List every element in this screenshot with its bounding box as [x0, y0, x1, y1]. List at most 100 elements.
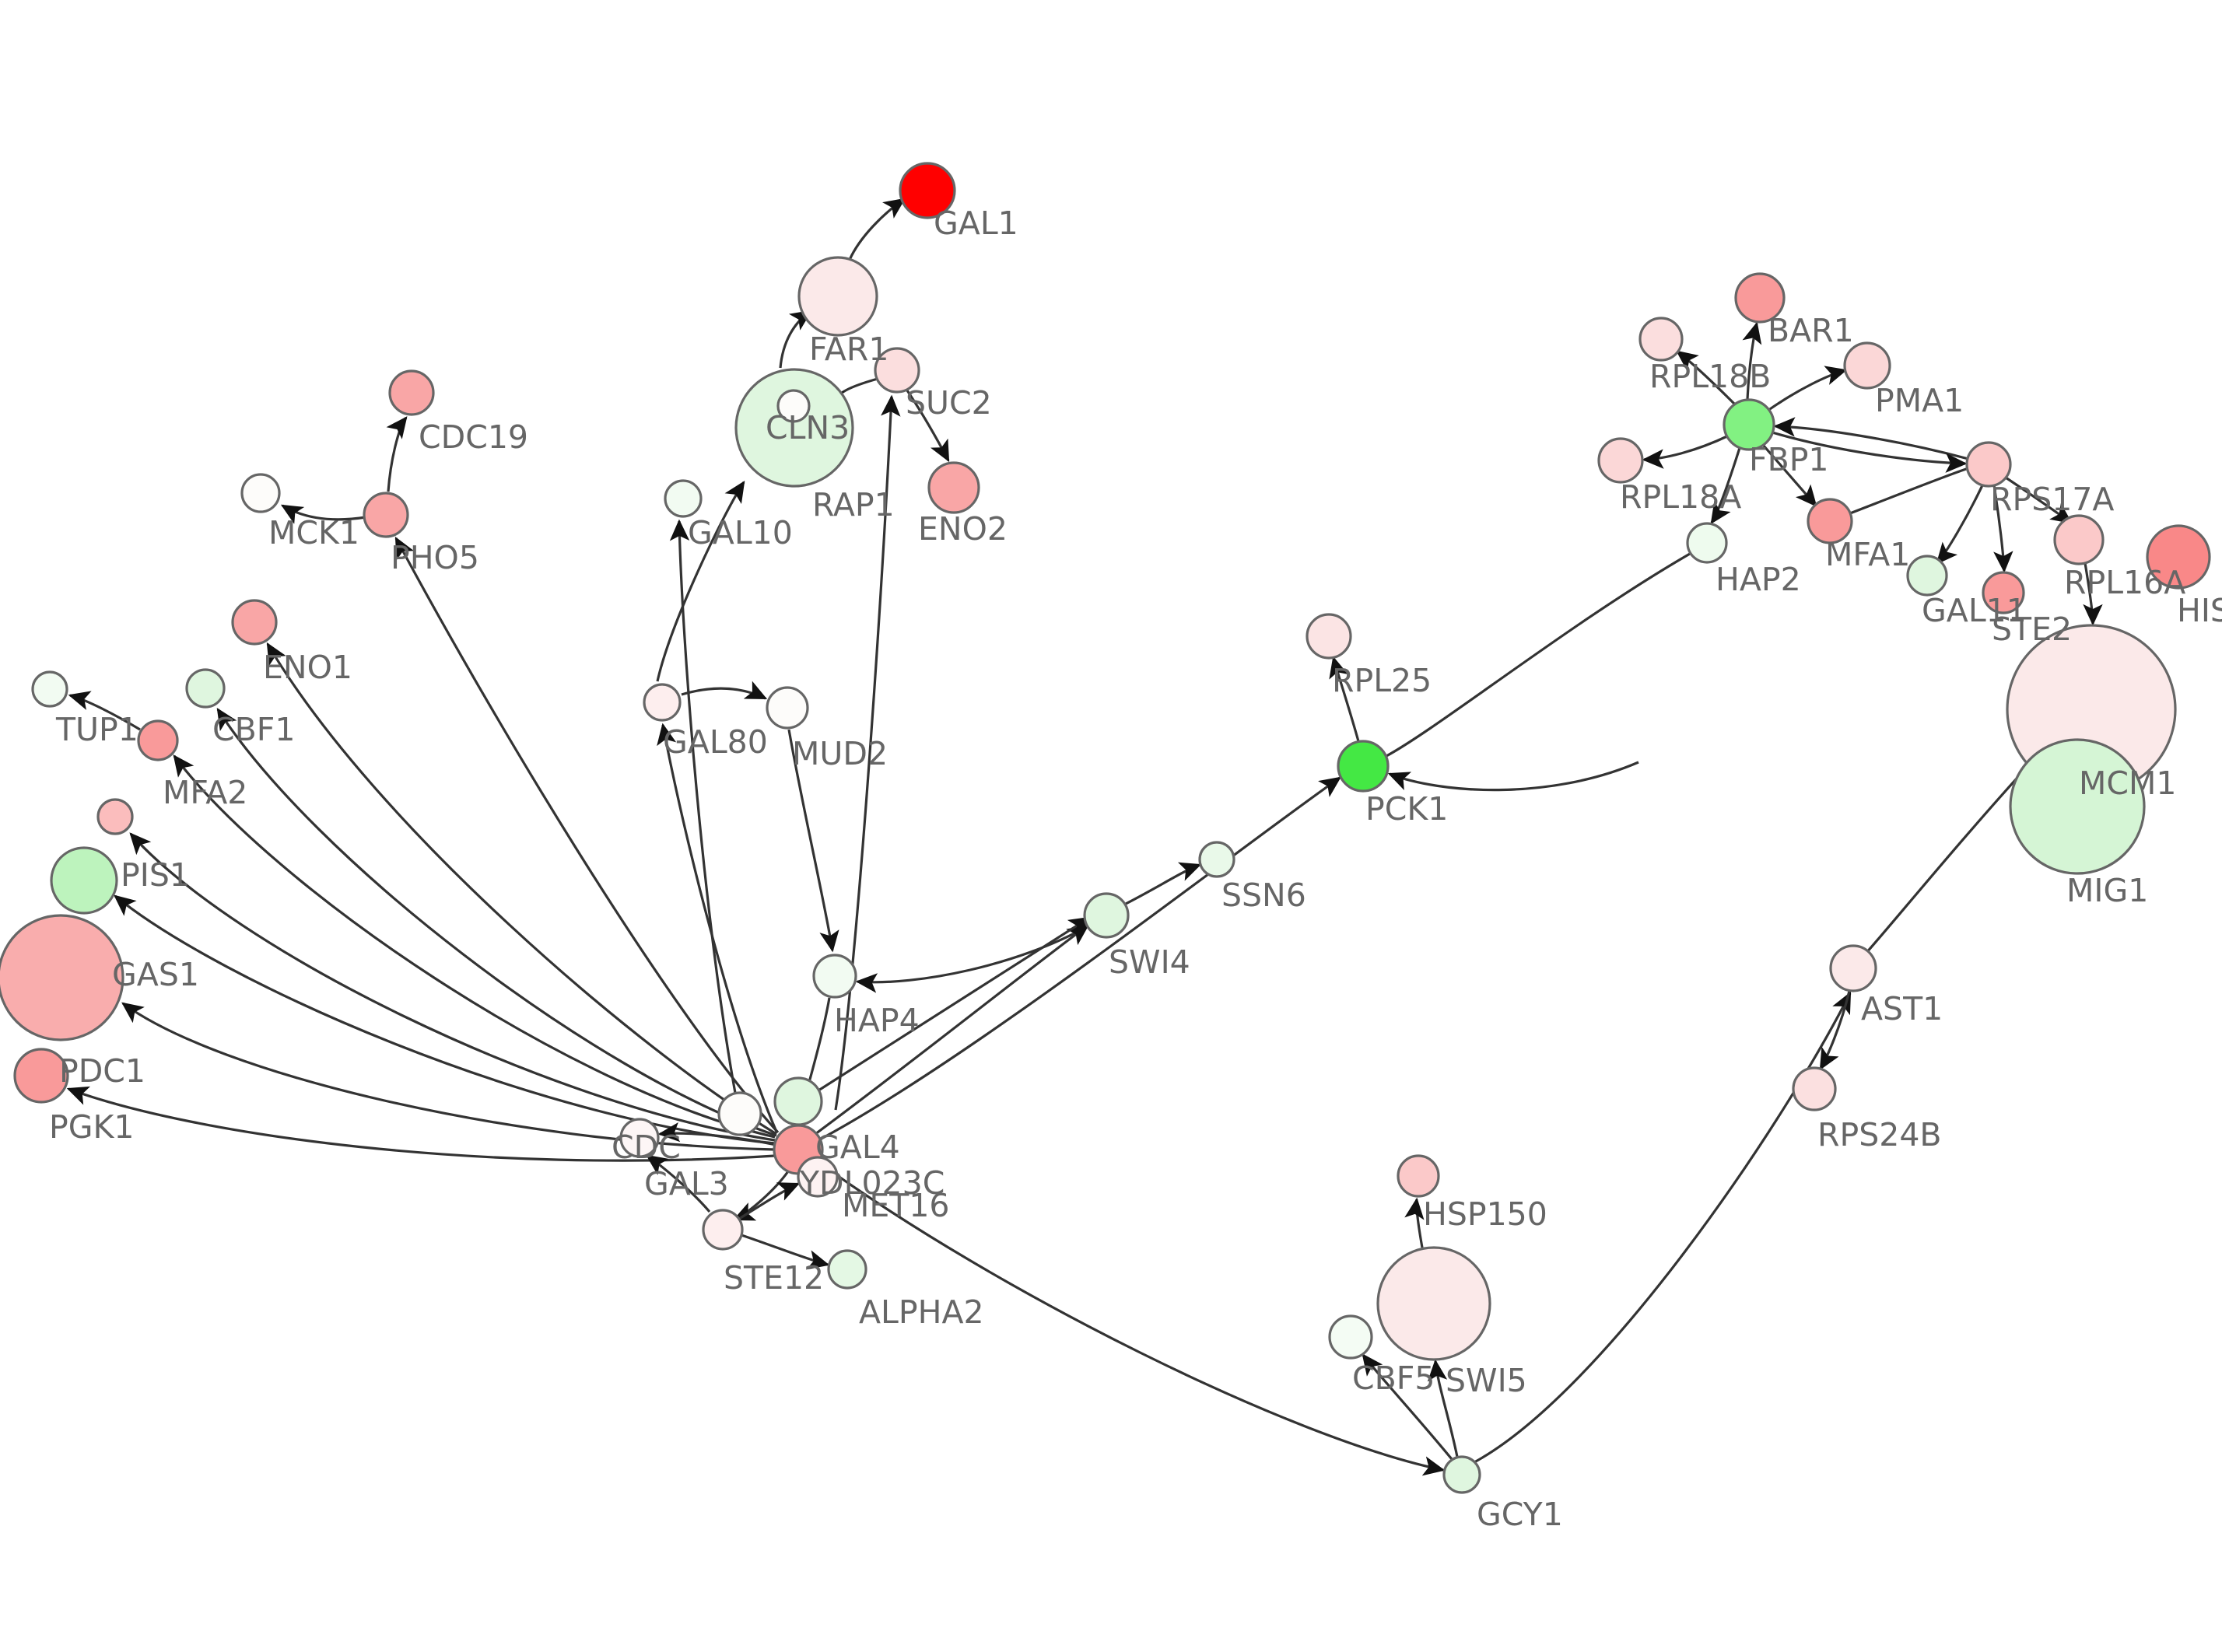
edge-gal4-to-eno1 [266, 642, 777, 1136]
node-rpl16a[interactable] [2053, 514, 2105, 565]
node-rps24b[interactable] [1792, 1066, 1837, 1111]
node-mig1[interactable] [2009, 738, 2146, 875]
node-label-ydl023c: YDL023C [799, 1164, 945, 1202]
edge-layer [66, 198, 2103, 1476]
node-label-suc2: SUC2 [906, 384, 992, 422]
node-mud2[interactable] [766, 686, 809, 730]
edge-rps17a-to-gal11 [1936, 485, 1984, 565]
node-label-cbf5: CBF5 [1352, 1360, 1435, 1397]
label-layer: GAL1 FAR1 SUC2 ENO2 CLN3 RAP1 GAL10 CDC19 MCK1 PH… [49, 205, 2222, 1533]
node-swi4[interactable] [1083, 892, 1130, 939]
edge-ste12-to-alpha2 [741, 1234, 830, 1270]
node-pgk1[interactable] [13, 1048, 69, 1104]
node-label-pis1: PIS1 [121, 856, 190, 894]
node-label-mfa2: MFA2 [163, 774, 247, 811]
edge-fbp1-to-rpl18a [1642, 434, 1730, 469]
node-ast1[interactable] [1829, 944, 1877, 992]
node-hap2[interactable] [1686, 522, 1728, 564]
node-rpl25[interactable] [1306, 613, 1352, 660]
edge-fbp1-to-rpl18b [1676, 350, 1737, 406]
node-label-gcy1: GCY1 [1477, 1496, 1563, 1533]
node-label-rpl18a: RPL18A [1620, 478, 1741, 516]
node-cdc39[interactable] [717, 1091, 762, 1136]
node-pis1[interactable] [96, 798, 134, 835]
edge-gcy1-to-ast1 [1474, 991, 1852, 1464]
node-rps17a[interactable] [1965, 441, 2012, 488]
edge-suc2-to-eno2 [906, 390, 950, 463]
node-suc2[interactable] [874, 347, 920, 394]
node-cln3[interactable] [734, 368, 854, 488]
node-eno2[interactable] [927, 461, 980, 514]
node-rpl18b[interactable] [1638, 317, 1684, 362]
edge-fbp1-to-pma1 [1767, 366, 1848, 412]
node-label-gal1: GAL1 [934, 205, 1018, 242]
edge-gal80-to-mud2 [681, 681, 768, 700]
node-tup1[interactable] [31, 670, 68, 708]
edge-swi4-to-ssn6 [1125, 862, 1202, 905]
node-gal11[interactable] [1906, 555, 1948, 597]
edge-ste12-to-gal3 [646, 1154, 711, 1213]
node-bar1[interactable] [1734, 272, 1786, 324]
edge-gal80-to-cln3 [656, 480, 745, 682]
edge-gal4-to-gal80 [657, 723, 778, 1132]
edge-gal4-to-pck1 [818, 776, 1341, 1142]
node-hap4[interactable] [812, 954, 857, 999]
node-ste12[interactable] [702, 1209, 744, 1251]
node-gcy1[interactable] [1442, 1455, 1481, 1494]
edge-gal4-to-gal3 [657, 1122, 777, 1146]
node-eno1[interactable] [231, 599, 278, 646]
edge-mcm1-to-pck1 [1387, 761, 1639, 792]
node-mfa2[interactable] [137, 719, 179, 761]
edge-pho5-to-cdc19 [386, 416, 408, 492]
node-his4[interactable] [2146, 524, 2211, 590]
node-cbf5[interactable] [1328, 1314, 1373, 1360]
node-label-mig1: MIG1 [2066, 872, 2148, 909]
node-hsp150[interactable] [1397, 1154, 1440, 1198]
node-gal1[interactable] [899, 162, 956, 219]
edge-swi4-to-hap4 [855, 926, 1087, 993]
node-label-hsp150: HSP150 [1423, 1195, 1547, 1233]
node-label-cdc19: CDC19 [419, 418, 528, 456]
node-pma1[interactable] [1843, 341, 1891, 390]
node-label-pdc1: PDC1 [59, 1052, 145, 1090]
node-ydl023c[interactable] [797, 1156, 839, 1198]
edge-fbp1-to-rps17a [1772, 431, 1968, 473]
node-fbp1[interactable] [1723, 398, 1775, 451]
node-rap1[interactable] [776, 389, 811, 423]
node-mck1[interactable] [240, 473, 281, 513]
node-label-rpl16a: RPL16A [2064, 564, 2185, 601]
node-label-gal11: GAL11 [1922, 592, 2027, 629]
edge-mud2-to-hap4 [787, 729, 839, 953]
node-cbf1[interactable] [185, 668, 226, 709]
node-swi5[interactable] [1376, 1246, 1491, 1361]
edge-cln3-to-gal10 [669, 519, 741, 1115]
node-gal3[interactable] [619, 1118, 660, 1158]
edge-pck1-to-rpl25 [1329, 656, 1360, 742]
node-label-gal10: GAL10 [688, 514, 793, 551]
node-label-swi5: SWI5 [1446, 1362, 1527, 1399]
node-pho5[interactable] [363, 492, 409, 538]
node-label-cbf1: CBF1 [212, 711, 295, 748]
node-label-rps24b: RPS24B [1817, 1116, 1942, 1153]
node-ssn6[interactable] [1198, 841, 1235, 878]
node-cdc19[interactable] [388, 369, 435, 416]
node-far1[interactable] [797, 256, 878, 337]
node-pck1[interactable] [1337, 740, 1390, 793]
node-gas1[interactable] [50, 846, 118, 915]
edge-fbp1-to-hap2 [1710, 447, 1741, 524]
node-alpha2[interactable] [827, 1249, 867, 1290]
node-met16[interactable] [773, 1076, 823, 1126]
node-mfa1[interactable] [1807, 498, 1853, 544]
edge-gcy1-to-cbf5 [1362, 1353, 1453, 1461]
node-label-eno1: ENO1 [263, 649, 352, 686]
node-gal10[interactable] [664, 479, 703, 518]
node-ste2[interactable] [1982, 571, 2025, 614]
node-label-pho5: PHO5 [391, 539, 479, 576]
node-pdc1[interactable] [0, 914, 124, 1041]
node-label-ast1: AST1 [1861, 990, 1943, 1027]
node-rpl18a[interactable] [1597, 437, 1644, 484]
node-label-pma1: PMA1 [1875, 382, 1964, 419]
node-label-mfa1: MFA1 [1825, 536, 1910, 573]
node-gal80[interactable] [643, 683, 682, 722]
